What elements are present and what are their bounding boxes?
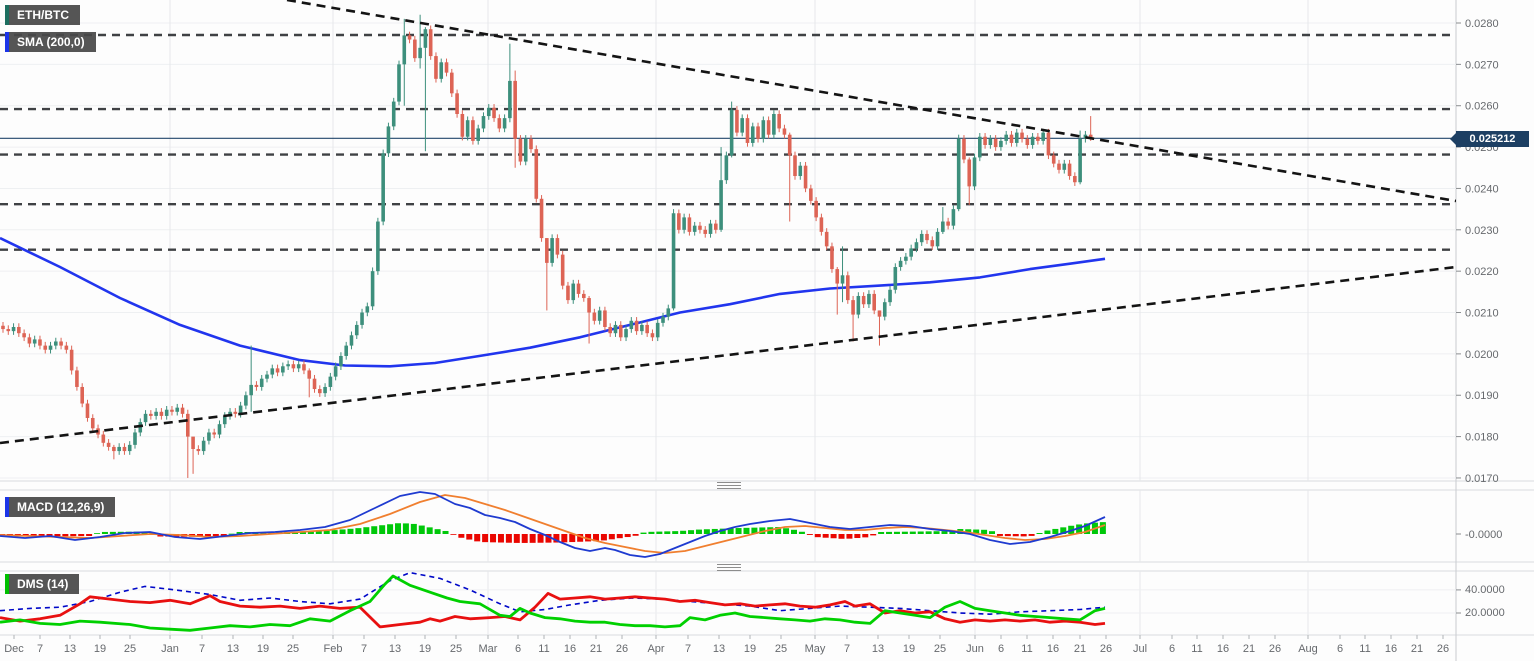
svg-text:13: 13 <box>389 643 401 655</box>
sma-label: SMA (200,0) <box>9 32 96 52</box>
svg-text:25: 25 <box>934 643 946 655</box>
svg-text:0.0260: 0.0260 <box>1465 101 1499 113</box>
svg-text:7: 7 <box>199 643 205 655</box>
svg-text:11: 11 <box>1191 643 1202 655</box>
svg-text:Dec: Dec <box>4 643 24 655</box>
dms-axis-value-20: 20.0000 <box>1465 607 1505 619</box>
svg-text:13: 13 <box>713 643 725 655</box>
svg-text:7: 7 <box>685 643 691 655</box>
svg-text:19: 19 <box>257 643 269 655</box>
last-price-badge: 0.025212 <box>1450 131 1529 147</box>
svg-text:16: 16 <box>1047 643 1059 655</box>
pane-resize-handle-macd[interactable] <box>717 482 741 491</box>
macd-pane[interactable] <box>0 490 1309 562</box>
svg-text:0.0240: 0.0240 <box>1465 183 1499 195</box>
svg-text:Jul: Jul <box>1133 643 1147 655</box>
svg-text:Jan: Jan <box>161 643 179 655</box>
svg-text:6: 6 <box>998 643 1004 655</box>
svg-text:21: 21 <box>1243 643 1255 655</box>
svg-text:21: 21 <box>1411 643 1423 655</box>
dms-pane[interactable] <box>0 571 1456 635</box>
svg-text:21: 21 <box>590 643 602 655</box>
svg-text:0.0190: 0.0190 <box>1465 390 1499 402</box>
svg-text:0.0210: 0.0210 <box>1465 308 1499 320</box>
svg-text:11: 11 <box>1021 643 1032 655</box>
symbol-badge[interactable]: ETH/BTC <box>5 5 80 25</box>
dms-label: DMS (14) <box>9 574 80 594</box>
macd-accent-bar <box>5 497 9 517</box>
svg-text:6: 6 <box>515 643 521 655</box>
macd-axis-value: -0.0000 <box>1465 529 1503 541</box>
svg-text:21: 21 <box>1074 643 1086 655</box>
svg-text:19: 19 <box>744 643 756 655</box>
svg-text:7: 7 <box>37 643 43 655</box>
svg-text:11: 11 <box>1359 643 1370 655</box>
svg-text:0.0270: 0.0270 <box>1465 59 1499 71</box>
svg-text:25: 25 <box>287 643 299 655</box>
svg-text:11: 11 <box>538 643 549 655</box>
svg-text:6: 6 <box>1169 643 1175 655</box>
svg-text:16: 16 <box>1217 643 1229 655</box>
dms-indicator-badge[interactable]: DMS (14) <box>5 574 80 594</box>
svg-text:Feb: Feb <box>324 643 343 655</box>
svg-text:26: 26 <box>1100 643 1112 655</box>
svg-text:0.0220: 0.0220 <box>1465 266 1499 278</box>
svg-text:26: 26 <box>1437 643 1449 655</box>
svg-text:Mar: Mar <box>479 643 498 655</box>
sma-indicator-badge[interactable]: SMA (200,0) <box>5 32 96 52</box>
svg-text:26: 26 <box>1269 643 1281 655</box>
svg-text:0.0280: 0.0280 <box>1465 18 1499 30</box>
main-pane[interactable] <box>0 0 1456 481</box>
svg-text:16: 16 <box>1385 643 1397 655</box>
svg-text:0.0180: 0.0180 <box>1465 432 1499 444</box>
macd-label: MACD (12,26,9) <box>9 497 116 517</box>
svg-text:13: 13 <box>872 643 884 655</box>
svg-text:0.0170: 0.0170 <box>1465 473 1499 485</box>
svg-text:19: 19 <box>903 643 915 655</box>
svg-text:Aug: Aug <box>1298 643 1318 655</box>
svg-text:7: 7 <box>361 643 367 655</box>
dms-accent-bar <box>5 574 9 594</box>
symbol-label: ETH/BTC <box>9 5 80 25</box>
svg-text:26: 26 <box>616 643 628 655</box>
svg-text:Apr: Apr <box>647 643 664 655</box>
svg-text:6: 6 <box>1337 643 1343 655</box>
svg-text:13: 13 <box>227 643 239 655</box>
svg-text:7: 7 <box>844 643 850 655</box>
time-axis[interactable]: Dec 7 13 19 25 Jan 7 13 19 25 Feb 7 13 19 25 Mar 6 11 16 21… <box>4 635 1449 655</box>
pane-resize-handle-dms[interactable] <box>717 564 741 573</box>
svg-text:0.0230: 0.0230 <box>1465 225 1499 237</box>
svg-text:25: 25 <box>775 643 787 655</box>
symbol-accent-bar <box>5 5 9 25</box>
svg-text:16: 16 <box>564 643 576 655</box>
svg-text:0.0200: 0.0200 <box>1465 349 1499 361</box>
svg-text:19: 19 <box>94 643 106 655</box>
sma-accent-bar <box>5 32 9 52</box>
svg-text:25: 25 <box>450 643 462 655</box>
svg-text:19: 19 <box>419 643 431 655</box>
dms-axis-value-40: 40.0000 <box>1465 584 1505 596</box>
svg-text:Jun: Jun <box>966 643 984 655</box>
svg-text:13: 13 <box>64 643 76 655</box>
svg-text:May: May <box>805 643 826 655</box>
macd-indicator-badge[interactable]: MACD (12,26,9) <box>5 497 116 517</box>
svg-text:25: 25 <box>124 643 136 655</box>
